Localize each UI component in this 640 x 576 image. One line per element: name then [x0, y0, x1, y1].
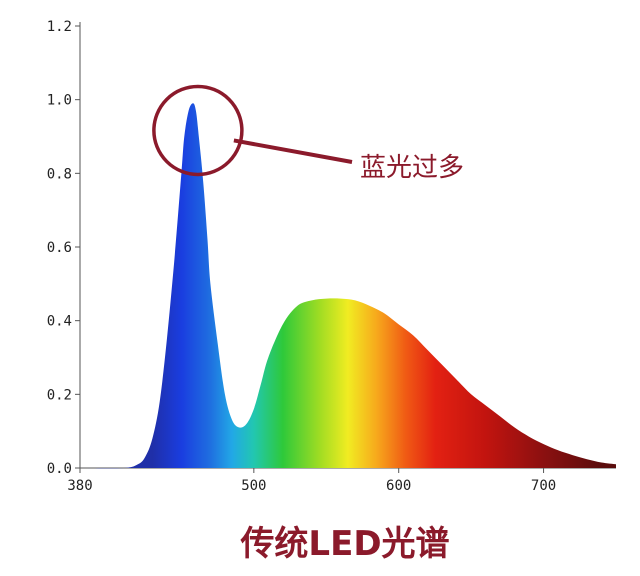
- y-tick-label: 0.8: [47, 166, 72, 182]
- x-tick-label: 500: [241, 478, 266, 494]
- y-tick-label: 1.2: [47, 19, 72, 35]
- x-tick-label: 700: [531, 478, 556, 494]
- annotation-label: 蓝光过多: [360, 153, 464, 183]
- x-tick-label: 380: [67, 478, 92, 494]
- x-tick-label: 600: [386, 478, 411, 494]
- annotation-pointer-line: [233, 138, 353, 164]
- y-tick-label: 0.0: [47, 461, 72, 477]
- chart-title: 传统LED光谱: [239, 524, 449, 564]
- y-tick-label: 0.4: [47, 314, 72, 330]
- y-tick-label: 0.6: [47, 240, 72, 256]
- y-tick-label: 1.0: [47, 93, 72, 109]
- spectrum-area: [80, 103, 616, 469]
- y-tick-label: 0.2: [47, 387, 72, 403]
- annotation: 蓝光过多: [152, 84, 464, 183]
- annotation-circle: [152, 84, 244, 177]
- x-axis-ticks: 380 500 600 700: [67, 468, 556, 494]
- y-axis-ticks: 0.0 0.2 0.4 0.6 0.8 1.0 1.2: [47, 19, 80, 477]
